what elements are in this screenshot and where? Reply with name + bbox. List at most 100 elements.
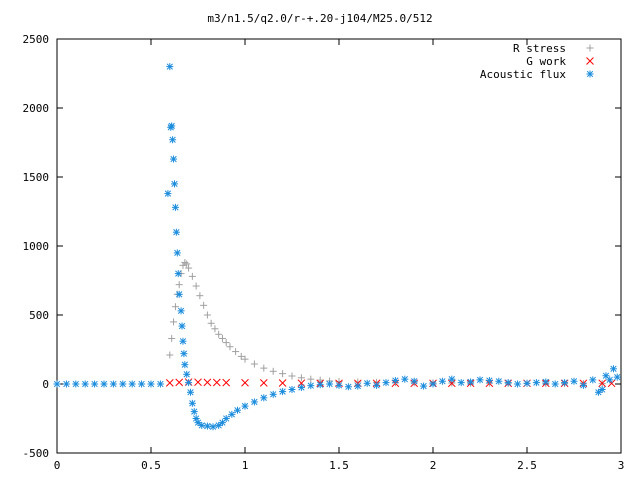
- data-point: [171, 303, 179, 311]
- legend-label: Acoustic flux: [480, 68, 566, 81]
- data-point: [215, 330, 223, 338]
- y-tick-label: 2500: [23, 33, 50, 46]
- data-point: [211, 325, 219, 333]
- data-points: [53, 63, 621, 431]
- legend-label: R stress: [513, 42, 566, 55]
- data-point: [410, 377, 418, 385]
- x-tick-label: 1: [242, 459, 249, 472]
- data-point: [53, 380, 61, 388]
- data-point: [420, 382, 428, 390]
- legend-marker: [586, 44, 594, 52]
- data-point: [72, 380, 80, 388]
- data-point: [188, 399, 196, 407]
- data-point: [171, 203, 179, 211]
- series-r-stress: [166, 259, 606, 388]
- data-point: [429, 380, 437, 388]
- data-point: [448, 375, 456, 383]
- data-point: [222, 415, 230, 422]
- x-tick-label: 0: [54, 459, 61, 472]
- data-point: [288, 386, 296, 394]
- data-point: [373, 381, 381, 389]
- data-point: [326, 380, 334, 388]
- data-point: [485, 377, 493, 385]
- legend-label: G work: [526, 55, 566, 68]
- data-point: [241, 402, 249, 410]
- y-tick-label: 0: [42, 378, 49, 391]
- data-point: [241, 378, 249, 387]
- data-point: [215, 421, 223, 429]
- axis-ticks: 0 0.5 1 1.5 2 2.5 3 -500 0 500 1000 1500 2000 2500: [23, 33, 625, 472]
- data-point: [335, 381, 343, 389]
- data-point: [297, 374, 305, 382]
- data-point: [228, 410, 236, 418]
- data-point: [504, 379, 512, 387]
- data-point: [175, 281, 183, 289]
- data-point: [172, 228, 180, 236]
- data-point: [181, 361, 189, 369]
- data-point: [207, 319, 215, 327]
- data-point: [233, 406, 241, 414]
- data-point: [194, 419, 202, 427]
- data-point: [307, 382, 315, 390]
- data-point: [495, 377, 503, 385]
- data-point: [307, 375, 315, 383]
- data-point: [259, 379, 268, 387]
- data-point: [250, 360, 258, 368]
- data-point: [382, 379, 390, 387]
- data-point: [532, 379, 540, 387]
- x-tick-label: 0.5: [141, 459, 161, 472]
- x-tick-label: 3: [618, 459, 625, 472]
- data-point: [198, 421, 206, 429]
- y-tick-label: 500: [29, 309, 49, 322]
- data-point: [232, 348, 240, 356]
- data-point: [128, 380, 136, 388]
- data-point: [170, 318, 178, 326]
- data-point: [598, 386, 606, 394]
- data-point: [476, 376, 484, 384]
- data-point: [196, 292, 204, 300]
- data-point: [209, 423, 217, 431]
- x-tick-label: 1.5: [329, 459, 349, 472]
- data-point: [119, 380, 127, 388]
- data-point: [200, 301, 208, 309]
- data-point: [222, 378, 231, 387]
- data-point: [170, 155, 178, 163]
- data-point: [613, 373, 621, 381]
- data-point: [401, 375, 409, 383]
- data-point: [218, 334, 226, 342]
- legend-marker: [586, 70, 594, 78]
- data-point: [180, 350, 188, 358]
- y-tick-label: -500: [23, 447, 50, 460]
- data-point: [570, 377, 578, 385]
- data-point: [579, 381, 587, 389]
- data-point: [173, 249, 181, 257]
- data-point: [279, 388, 287, 396]
- data-point: [203, 422, 211, 430]
- data-point: [109, 380, 117, 388]
- data-point: [269, 367, 277, 375]
- data-point: [609, 365, 617, 373]
- data-point: [175, 290, 183, 298]
- data-point: [203, 378, 212, 387]
- data-point: [594, 388, 602, 396]
- x-tick-label: 2: [430, 459, 437, 472]
- y-tick-label: 1500: [23, 171, 50, 184]
- y-tick-label: 2000: [23, 102, 50, 115]
- data-point: [212, 378, 221, 387]
- data-point: [168, 334, 176, 342]
- chart-title: m3/n1.5/q2.0/r-+.20-j104/M25.0/512: [207, 12, 432, 25]
- data-point: [186, 388, 194, 396]
- data-point: [354, 382, 362, 390]
- data-point: [438, 377, 446, 385]
- data-point: [100, 380, 108, 388]
- data-point: [194, 378, 202, 387]
- data-point: [164, 190, 172, 198]
- data-point: [250, 398, 258, 406]
- data-point: [175, 378, 184, 387]
- data-point: [241, 355, 249, 363]
- data-point: [185, 264, 193, 272]
- data-point: [297, 383, 305, 391]
- data-point: [185, 379, 193, 387]
- data-point: [81, 380, 89, 388]
